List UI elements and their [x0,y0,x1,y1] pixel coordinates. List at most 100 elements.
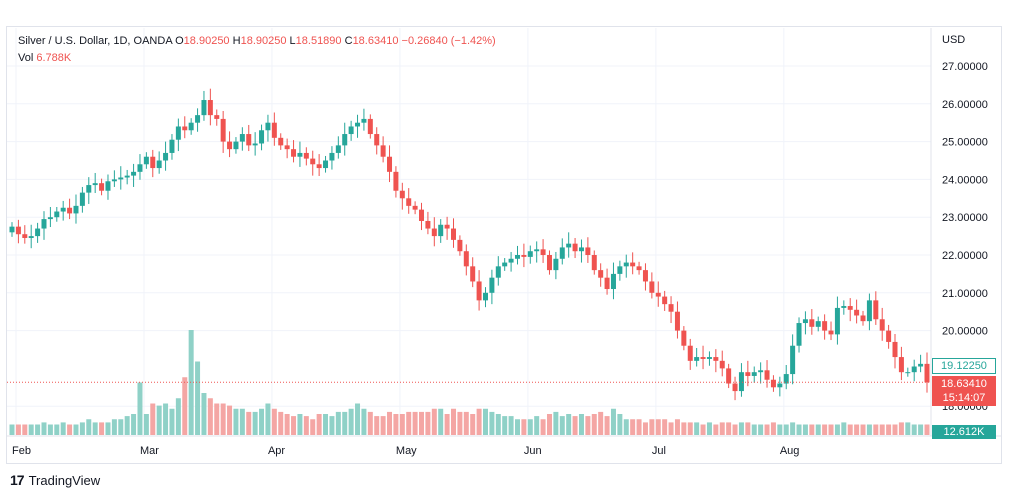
volume-bar [553,411,559,435]
candle-body [387,156,393,172]
volume-bar [770,422,776,435]
volume-bar [834,424,840,435]
candle-body [502,262,508,267]
candle-body [489,277,495,293]
volume-bar [246,411,252,435]
volume-bar [783,424,789,435]
candle-body [790,345,796,375]
candle-body [681,330,687,346]
volume-legend: Vol 6.788K [18,52,71,64]
candle-body [700,357,706,359]
volume-bar [706,422,712,435]
volume-bar [131,414,137,435]
volume-bar [444,414,450,435]
volume-bar [182,377,188,435]
candle-body [438,224,444,237]
volume-bar [387,411,393,435]
volume-bar [195,361,201,435]
volume-bar [163,403,169,435]
volume-bar [271,408,277,435]
candle-body [783,374,789,384]
candle-body [47,217,53,220]
volume-bar [47,424,53,435]
candle-body [636,266,642,271]
candle-body [284,145,290,150]
volume-label[interactable]: Vol [18,52,34,64]
volume-bar [451,408,457,435]
candle-body [764,370,770,380]
candle-body [28,236,34,238]
volume-bar [323,414,329,435]
candle-body [758,370,764,373]
volume-bar [674,419,680,435]
volume-bar [380,416,386,435]
y-tick-label: 25.00000 [942,137,988,149]
candle-body [495,266,501,278]
volume-bar [847,424,853,435]
open-label: O [175,35,184,47]
volume-bar [86,419,92,435]
candle-body [271,122,277,138]
candle-body [131,171,137,176]
candle-body [92,183,98,186]
volume-bar [694,422,700,435]
volume-bar [105,422,111,435]
volume-bar [514,419,520,435]
volume-bar [662,419,668,435]
candle-body [732,383,738,392]
candle-body [227,141,233,150]
candle-body [508,258,514,263]
volume-bar [591,414,597,435]
candle-body [911,366,917,373]
volume-bar [73,424,79,435]
candle-body [617,266,623,274]
volume-bar [617,414,623,435]
candle-body [399,190,405,199]
symbol-title[interactable]: Silver / U.S. Dollar, 1D, OANDA [18,35,173,47]
candle-body [834,307,840,335]
volume-bar [655,419,661,435]
candle-body [655,292,661,297]
candle-body [534,249,540,252]
candle-body [393,171,399,191]
volume-bar [348,408,354,435]
volume-bar [495,414,501,435]
volume-bar [284,414,290,435]
volume-bar [879,424,885,435]
x-tick-label: Apr [268,445,285,457]
bar-countdown: 15:14:07 [942,392,986,404]
candle-body [745,372,751,376]
candle-body [662,296,668,305]
volume-bar [438,408,444,435]
volume-bar [585,416,591,435]
tradingview-brand[interactable]: 17 TradingView [10,472,100,488]
volume-bar [642,422,648,435]
candle-body [841,306,847,308]
candle-body [431,228,437,237]
volume-bar [329,416,335,435]
x-tick-label: Jul [652,445,666,457]
candle-body [303,152,309,159]
volume-bar [566,414,572,435]
volume-bar [924,424,930,435]
currency-label[interactable]: USD [942,34,966,46]
open-value: 18.90250 [183,35,230,47]
candle-body [79,192,85,206]
candle-body [706,357,712,359]
candle-body [751,372,757,376]
candle-body [598,270,604,278]
candle-body [297,152,303,157]
volume-bar [99,422,105,435]
volume-bar [201,393,207,435]
volume-bar [546,414,552,435]
candle-body [905,372,911,374]
volume-bar [623,419,629,435]
candle-body [860,315,866,322]
candle-body [118,177,124,180]
candle-body [649,281,655,293]
candle-body [265,122,271,131]
volume-bar [419,411,425,435]
volume-bar [700,424,706,435]
candle-body [67,207,73,214]
